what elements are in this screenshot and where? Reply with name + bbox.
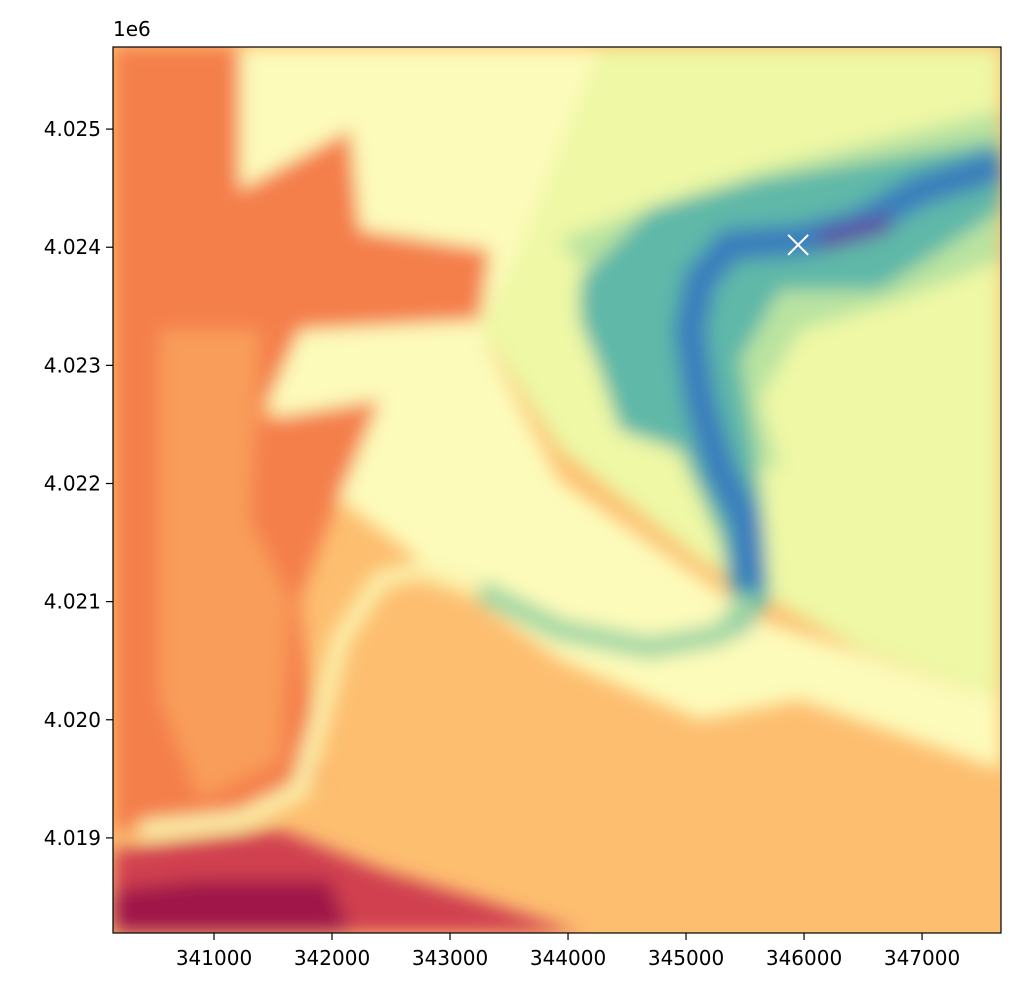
y-tick-label: 4.024 <box>44 235 101 259</box>
y-tick-label: 4.021 <box>44 590 101 614</box>
y-tick-label: 4.025 <box>44 117 101 141</box>
y-offset-label: 1e6 <box>113 17 151 41</box>
y-tick-label: 4.023 <box>44 353 101 377</box>
axes-frame <box>112 46 1002 934</box>
x-tick-label: 342000 <box>294 946 370 970</box>
x-tick-label: 346000 <box>766 946 842 970</box>
raster <box>113 47 1001 933</box>
x-tick-label: 344000 <box>530 946 606 970</box>
y-tick-label: 4.019 <box>44 826 101 850</box>
marker <box>787 234 809 256</box>
x-tick-label: 343000 <box>412 946 488 970</box>
x-tick-label: 345000 <box>648 946 724 970</box>
marker-stroke <box>787 234 809 256</box>
y-tick-label: 4.020 <box>44 708 101 732</box>
y-tick-label: 4.022 <box>44 472 101 496</box>
x-tick-label: 347000 <box>884 946 960 970</box>
x-tick-label: 341000 <box>176 946 252 970</box>
